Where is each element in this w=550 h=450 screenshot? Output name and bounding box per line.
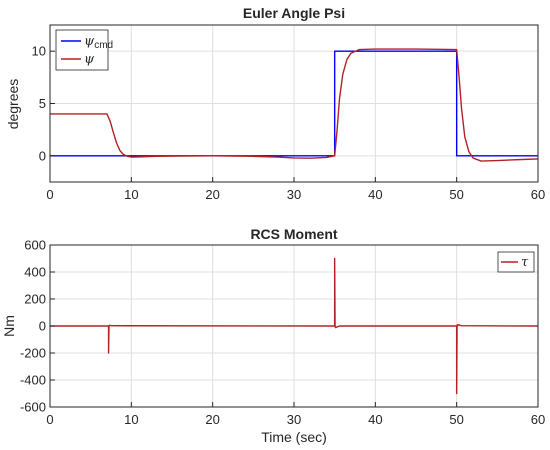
top-x-tick-label: 40 — [368, 187, 382, 202]
bottom-x-tick-label: 50 — [449, 412, 463, 427]
bottom-axes: RCS Moment 0 10 20 30 40 50 60 -600 -400 -200 0 20… — [1, 226, 545, 445]
bottom-y-tick-label: 400 — [24, 265, 46, 280]
legend-label-psi-cmd: ψcmd — [84, 34, 113, 51]
bottom-legend: τ — [497, 251, 535, 273]
bottom-y-tick-label: 200 — [24, 292, 46, 307]
top-x-tick-label: 30 — [287, 187, 301, 202]
bottom-y-tick-label: -600 — [20, 400, 46, 415]
top-y-ticks: 0 5 10 — [32, 44, 55, 163]
top-x-tick-label: 50 — [449, 187, 463, 202]
bottom-series-line-tau — [50, 257, 539, 395]
bottom-y-tick-label: 600 — [24, 238, 46, 253]
bottom-x-ticks: 0 10 20 30 40 50 60 — [46, 402, 545, 427]
top-axes: Euler Angle Psi 0 10 20 30 40 50 60 0 5 10 degre… — [5, 5, 545, 202]
bottom-x-tick-label: 20 — [205, 412, 219, 427]
top-y-tick-label: 5 — [39, 96, 46, 111]
bottom-y-ticks: -600 -400 -200 0 200 400 600 — [20, 238, 55, 415]
bottom-y-tick-label: -200 — [20, 346, 46, 361]
bottom-y-axis-label: Nm — [1, 315, 17, 337]
bottom-y-tick-label: 0 — [39, 319, 46, 334]
legend-label-psi: ψ — [84, 52, 95, 67]
bottom-chart-title: RCS Moment — [250, 226, 337, 242]
bottom-series — [50, 257, 539, 395]
bottom-x-tick-label: 40 — [368, 412, 382, 427]
bottom-y-tick-label: -400 — [20, 373, 46, 388]
top-legend-box — [55, 29, 109, 71]
top-x-tick-label: 60 — [531, 187, 545, 202]
top-series-line-psi — [50, 48, 539, 162]
top-x-tick-label: 10 — [124, 187, 138, 202]
top-x-tick-label: 0 — [46, 187, 53, 202]
top-x-tick-label: 20 — [205, 187, 219, 202]
bottom-x-tick-label: 0 — [46, 412, 53, 427]
top-x-ticks: 0 10 20 30 40 50 60 — [46, 177, 545, 202]
bottom-x-tick-label: 30 — [287, 412, 301, 427]
bottom-x-axis-label: Time (sec) — [261, 429, 327, 445]
bottom-x-tick-label: 60 — [531, 412, 545, 427]
top-series — [50, 48, 539, 162]
top-y-tick-label: 0 — [39, 148, 46, 163]
top-series-line-psi-cmd — [50, 50, 538, 157]
top-legend: ψcmd ψ — [55, 29, 113, 71]
top-chart-title: Euler Angle Psi — [243, 5, 345, 21]
legend-label-tau: τ — [521, 255, 529, 270]
top-y-tick-label: 10 — [32, 44, 46, 59]
bottom-x-tick-label: 10 — [124, 412, 138, 427]
top-y-axis-label: degrees — [5, 79, 21, 130]
